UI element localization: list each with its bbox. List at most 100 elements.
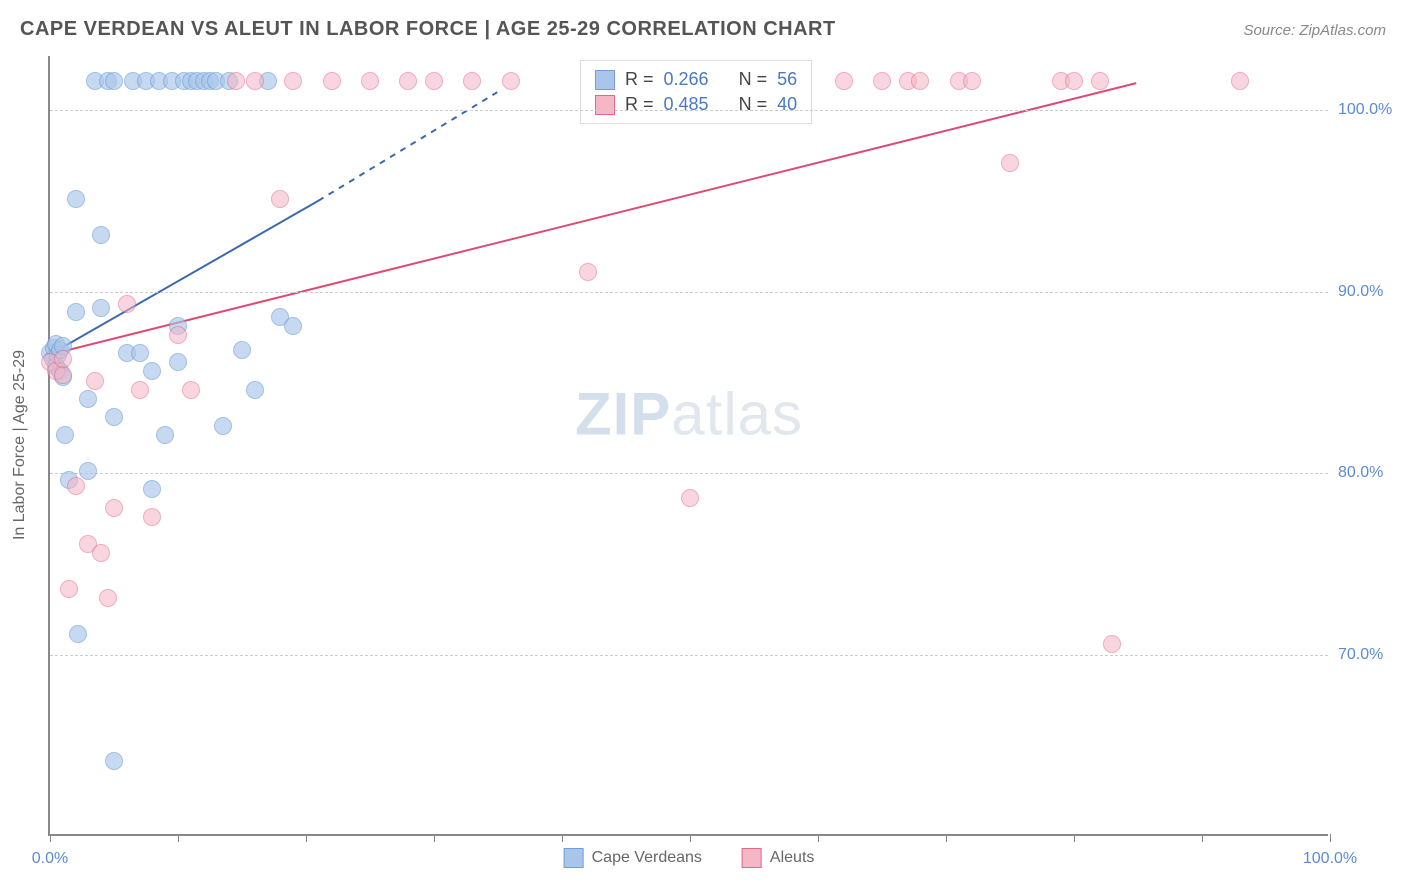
scatter-point xyxy=(143,508,161,526)
swatch-blue xyxy=(595,70,615,90)
scatter-point xyxy=(1103,635,1121,653)
stat-r-label: R = xyxy=(625,69,654,90)
legend-item-1: Cape Verdeans xyxy=(564,848,702,868)
y-axis-label: In Labor Force | Age 25-29 xyxy=(11,350,29,540)
scatter-point xyxy=(463,72,481,90)
scatter-point xyxy=(67,303,85,321)
x-tick xyxy=(818,834,819,842)
scatter-point xyxy=(399,72,417,90)
x-tick xyxy=(306,834,307,842)
x-tick xyxy=(434,834,435,842)
scatter-point xyxy=(143,480,161,498)
scatter-point xyxy=(92,226,110,244)
scatter-point xyxy=(502,72,520,90)
x-tick xyxy=(562,834,563,842)
x-tick xyxy=(946,834,947,842)
bottom-legend: Cape Verdeans Aleuts xyxy=(564,848,815,868)
x-tick-label: 100.0% xyxy=(1303,850,1357,868)
scatter-point xyxy=(69,625,87,643)
y-tick-label: 80.0% xyxy=(1338,464,1398,482)
scatter-point xyxy=(92,299,110,317)
chart-area: In Labor Force | Age 25-29 ZIPatlas R = … xyxy=(48,56,1328,836)
legend-label-1: Cape Verdeans xyxy=(592,849,702,867)
scatter-point xyxy=(284,317,302,335)
stat-n-value-1: 56 xyxy=(777,69,797,90)
watermark-zip: ZIP xyxy=(575,380,671,447)
scatter-point xyxy=(99,589,117,607)
scatter-point xyxy=(963,72,981,90)
scatter-point xyxy=(60,580,78,598)
scatter-point xyxy=(169,326,187,344)
scatter-point xyxy=(92,544,110,562)
stat-row-2: R = 0.485 N = 40 xyxy=(595,92,797,117)
stat-n-label: N = xyxy=(739,69,768,90)
stat-n-label-2: N = xyxy=(739,94,768,115)
y-tick-label: 100.0% xyxy=(1338,101,1398,119)
scatter-point xyxy=(67,477,85,495)
y-tick-label: 90.0% xyxy=(1338,283,1398,301)
scatter-point xyxy=(425,72,443,90)
x-tick xyxy=(1202,834,1203,842)
scatter-point xyxy=(271,190,289,208)
scatter-point xyxy=(54,350,72,368)
scatter-point xyxy=(284,72,302,90)
scatter-point xyxy=(361,72,379,90)
gridline-h xyxy=(50,110,1328,111)
regression-lines xyxy=(50,56,1328,834)
stat-legend: R = 0.266 N = 56 R = 0.485 N = 40 xyxy=(580,60,812,124)
stat-n-value-2: 40 xyxy=(777,94,797,115)
scatter-point xyxy=(1231,72,1249,90)
gridline-h xyxy=(50,473,1328,474)
scatter-point xyxy=(182,381,200,399)
watermark: ZIPatlas xyxy=(575,379,803,448)
x-tick xyxy=(178,834,179,842)
scatter-point xyxy=(911,72,929,90)
legend-label-2: Aleuts xyxy=(770,849,814,867)
scatter-point xyxy=(86,372,104,390)
scatter-point xyxy=(169,353,187,371)
scatter-point xyxy=(156,426,174,444)
scatter-point xyxy=(1065,72,1083,90)
scatter-point xyxy=(54,366,72,384)
scatter-point xyxy=(246,381,264,399)
x-tick xyxy=(50,834,51,842)
stat-row-1: R = 0.266 N = 56 xyxy=(595,67,797,92)
scatter-point xyxy=(579,263,597,281)
scatter-point xyxy=(835,72,853,90)
gridline-h xyxy=(50,292,1328,293)
scatter-point xyxy=(105,408,123,426)
y-tick-label: 70.0% xyxy=(1338,646,1398,664)
scatter-point xyxy=(227,72,245,90)
scatter-point xyxy=(79,390,97,408)
scatter-point xyxy=(214,417,232,435)
scatter-point xyxy=(1001,154,1019,172)
scatter-point xyxy=(131,344,149,362)
scatter-point xyxy=(681,489,699,507)
chart-title: CAPE VERDEAN VS ALEUT IN LABOR FORCE | A… xyxy=(20,18,836,41)
scatter-point xyxy=(79,462,97,480)
swatch-pink xyxy=(595,95,615,115)
scatter-point xyxy=(56,426,74,444)
gridline-h xyxy=(50,655,1328,656)
x-tick xyxy=(1330,834,1331,842)
scatter-point xyxy=(873,72,891,90)
scatter-point xyxy=(105,499,123,517)
scatter-point xyxy=(67,190,85,208)
x-tick xyxy=(690,834,691,842)
scatter-point xyxy=(118,295,136,313)
stat-r-value-2: 0.485 xyxy=(664,94,709,115)
legend-swatch-pink xyxy=(742,848,762,868)
scatter-point xyxy=(1091,72,1109,90)
scatter-point xyxy=(105,752,123,770)
scatter-point xyxy=(143,362,161,380)
scatter-point xyxy=(323,72,341,90)
watermark-atlas: atlas xyxy=(671,380,803,447)
scatter-point xyxy=(105,72,123,90)
scatter-point xyxy=(233,341,251,359)
scatter-point xyxy=(131,381,149,399)
source-label: Source: ZipAtlas.com xyxy=(1243,22,1386,39)
scatter-point xyxy=(246,72,264,90)
x-tick-label: 0.0% xyxy=(32,850,68,868)
legend-swatch-blue xyxy=(564,848,584,868)
stat-r-value-1: 0.266 xyxy=(664,69,709,90)
